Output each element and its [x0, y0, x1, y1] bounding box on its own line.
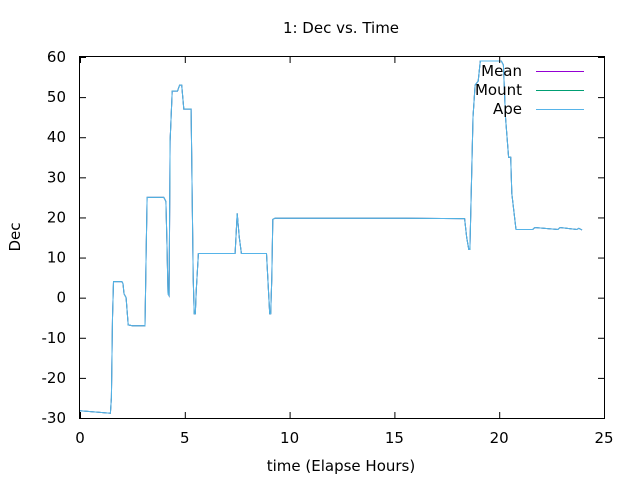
x-tick-label-25: 25	[594, 429, 613, 447]
plot-frame	[79, 56, 605, 419]
y-tick-label--20: -20	[42, 369, 67, 387]
y-tick-label-20: 20	[47, 208, 66, 226]
x-tick-label-0: 0	[75, 429, 85, 447]
series-line-ape	[79, 60, 583, 414]
x-axis-ticks: 0 5 10 15 20 25	[75, 57, 614, 447]
legend-label-ape: Ape	[493, 100, 522, 118]
x-tick-label-10: 10	[280, 429, 299, 447]
y-tick-label-10: 10	[47, 249, 66, 267]
x-axis-label: time (Elapse Hours)	[267, 457, 415, 475]
plot-series-group	[79, 60, 583, 414]
y-axis-label: Dec	[6, 222, 24, 251]
y-tick-label-50: 50	[47, 88, 66, 106]
x-tick-label-5: 5	[180, 429, 190, 447]
x-tick-label-15: 15	[385, 429, 404, 447]
y-tick-label-30: 30	[47, 168, 66, 186]
chart-title: 1: Dec vs. Time	[283, 19, 399, 37]
y-tick-label-0: 0	[56, 289, 66, 307]
y-tick-label-40: 40	[47, 128, 66, 146]
y-tick-label--30: -30	[42, 409, 67, 427]
x-tick-label-20: 20	[490, 429, 509, 447]
y-tick-label--10: -10	[42, 329, 67, 347]
y-axis-ticks: -30 -20 -10 0 10 20 30 40 50 60	[42, 48, 604, 427]
legend-label-mean: Mean	[481, 62, 522, 80]
legend-label-mount: Mount	[475, 81, 522, 99]
y-tick-label-60: 60	[47, 48, 66, 66]
